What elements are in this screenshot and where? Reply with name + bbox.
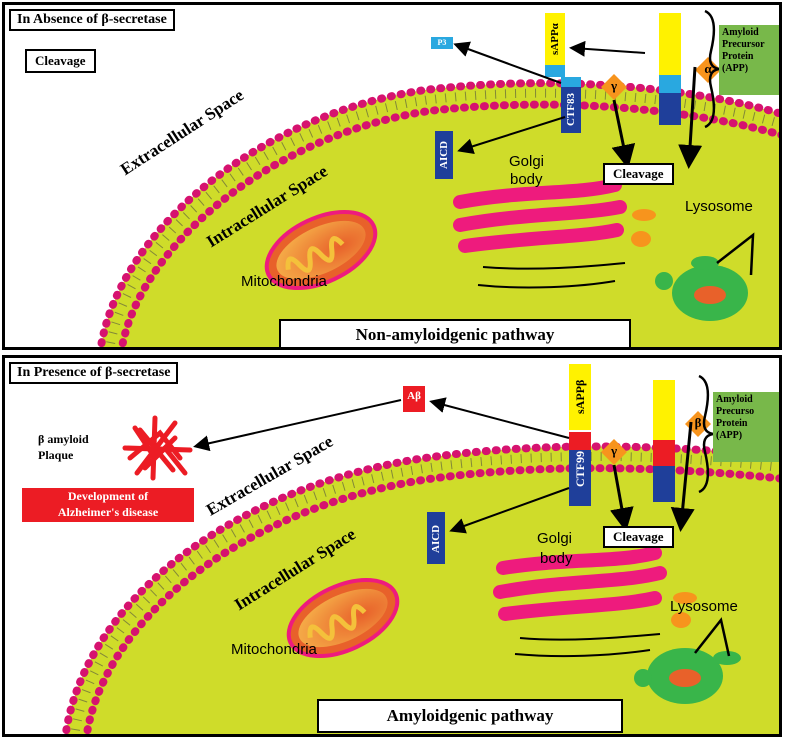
bottom-title: In Presence of β-secretase — [9, 362, 179, 384]
plaque-label-1: β amyloid — [38, 432, 89, 446]
bottom-pathway-label: Amyloidgenic pathway — [386, 706, 554, 725]
sappa-label: sAPPα — [549, 23, 561, 55]
lysosome-organelle — [655, 232, 755, 321]
bottom-cleavage-box: Cleavage — [603, 526, 674, 548]
top-ctf-label: CTF83 — [565, 93, 577, 127]
top-app-label: Amyloid Precursor Protein (APP) — [719, 25, 779, 95]
lysosome-organelle — [634, 617, 741, 704]
mitochondria-organelle — [286, 578, 400, 658]
membrane-outer — [96, 79, 779, 347]
bottom-golgi-label-1: Golgi — [537, 530, 573, 547]
bottom-ctf-label: CTF99 — [573, 451, 587, 487]
non-amyloidogenic-panel: In Absence of β-secretase Cleavage Extra… — [2, 2, 782, 350]
alpha-secretase: α — [704, 61, 712, 76]
golgi-body — [453, 178, 627, 253]
top-golgi-label-1: Golgi — [509, 153, 545, 170]
beta-secretase: β — [694, 415, 702, 430]
amyloidogenic-panel: In Presence of β-secretase β amyloid Pla… — [2, 355, 782, 737]
top-mitochondria-label: Mitochondria — [241, 273, 327, 290]
plaque-label-2: Plaque — [38, 448, 74, 462]
top-cleavage-box: Cleavage — [603, 163, 674, 185]
bottom-mitochondria-label: Mitochondria — [231, 641, 317, 658]
abeta-label: Aβ — [407, 390, 421, 402]
top-gamma-secretase: γ — [610, 78, 618, 93]
top-pathway-label: Non-amyloidgenic pathway — [355, 325, 555, 344]
bottom-lysosome-label: Lysosome — [670, 598, 738, 615]
bottom-golgi-label-2: body — [540, 550, 573, 567]
bottom-app-label: Amyloid Precurso Protein (APP) — [713, 392, 779, 462]
bottom-gamma-secretase: γ — [610, 443, 618, 458]
alzheimers-line-1: Development of — [67, 489, 149, 503]
p3-label: P3 — [437, 38, 447, 47]
top-cleavage-label: Cleavage — [25, 49, 96, 73]
top-golgi-label-2: body — [510, 171, 543, 188]
bottom-illustration — [22, 364, 779, 734]
golgi-body — [493, 546, 667, 621]
beta-amyloid-plaque — [122, 415, 193, 481]
top-lysosome-label: Lysosome — [685, 198, 753, 215]
alzheimers-line-2: Alzheimer's disease — [57, 505, 159, 519]
bottom-aicd-label: AICD — [430, 524, 442, 554]
top-illustration — [96, 9, 779, 347]
mitochondria-organelle — [264, 210, 378, 290]
sappb-label: sAPPβ — [573, 379, 587, 415]
top-aicd-label: AICD — [438, 140, 450, 170]
top-title: In Absence of β-secretase — [9, 9, 175, 31]
